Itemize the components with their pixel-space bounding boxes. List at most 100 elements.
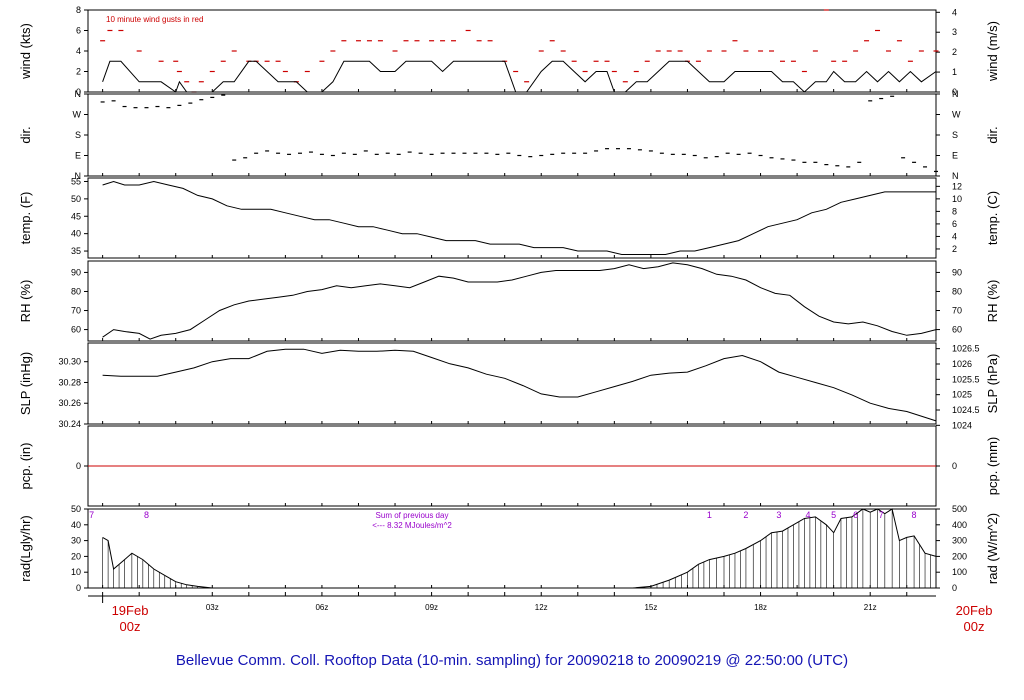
temperature-left-tick-label: 50 [71,194,81,204]
wind-right-tick-label: 4 [952,7,957,17]
wind-panel: wind (kts) wind (m/s) 0 2 4 6 8 0 1 2 3 4 10 minute … [18,5,1000,97]
radiation-ylabel-left: rad(Lgly/hr) [18,515,33,581]
wind-left-tick-label: 4 [76,46,81,56]
precipitation-ylabel-right: pcp. (mm) [985,437,1000,496]
humidity-left-tick-label: 90 [71,267,81,277]
temperature-panel: temp. (F) temp. (C) 35 40 45 50 55 2 4 6 8 10 12 [18,176,1000,259]
humidity-ylabel-left: RH (%) [18,280,33,323]
temperature-right-tick-label: 4 [952,231,957,241]
end-date-hour: 00z [963,619,985,634]
pressure-left-tick-label: 30.26 [58,398,81,408]
radiation-left-tick-label: 30 [71,536,81,546]
time-tick-label: 18z [754,603,767,612]
radiation-hour-label: 3 [776,510,781,520]
pressure-right-tick-label: 1025.5 [952,374,980,384]
time-tick-label: 06z [315,603,328,612]
wind-frame [87,9,937,93]
wind-right-tick-label: 3 [952,27,957,37]
temperature-right-tick-label: 6 [952,219,957,229]
wind-left-tick-label: 0 [76,87,81,97]
time-tick-label: 12z [535,603,548,612]
humidity-frame [87,260,937,342]
radiation-line [102,508,937,589]
direction-left-tick-label: N [75,89,82,99]
temperature-line [102,180,936,255]
pressure-left-tick-label: 30.30 [58,357,81,367]
wind-right-tick-label: 0 [952,87,957,97]
gust-annotation: 10 minute wind gusts in red [106,15,203,24]
direction-ylabel-left: dir. [18,126,33,143]
radiation-frame [87,508,937,589]
start-date-hour: 00z [119,619,141,634]
pressure-ylabel-right: SLP (hPa) [985,354,1000,414]
temperature-right-tick-label: 12 [952,181,962,191]
pressure-ylabel-left: SLP (inHg) [18,352,33,415]
radiation-hour-label: 8 [912,510,917,520]
humidity-right-tick-label: 60 [952,325,962,335]
time-tick-label: 21z [864,603,877,612]
pressure-left-tick-label: 30.24 [58,419,81,429]
radiation-left-tick-label: 20 [71,551,81,561]
radiation-hour-label: 1 [707,510,712,520]
wind-right-tick-label: 1 [952,67,957,77]
humidity-left-tick-label: 80 [71,286,81,296]
radiation-hour-label: 7 [879,510,884,520]
temperature-right-tick-label: 8 [952,206,957,216]
precipitation-ylabel-left: pcp. (in) [18,443,33,490]
radiation-ylabel-right: rad (W/m^2) [985,513,1000,584]
radiation-panel: rad(Lgly/hr) rad (W/m^2)01020304050010020… [18,504,1000,593]
wind-left-tick-label: 2 [76,67,81,77]
wind-speed-line [102,60,937,93]
direction-left-tick-label: S [75,130,81,140]
temperature-ylabel-left: temp. (F) [18,192,33,245]
temperature-left-tick-label: 55 [71,176,81,186]
radiation-hour-label: 5 [831,510,836,520]
wind-ylabel-left: wind (kts) [18,23,33,80]
pressure-left-tick-label: 30.28 [58,377,81,387]
temperature-left-tick-label: 40 [71,229,81,239]
time-tick-label: 09z [425,603,438,612]
radiation-hour-label: 6 [853,510,858,520]
radiation-left-tick-label: 40 [71,520,81,530]
pressure-frame [87,342,937,425]
radiation-right-tick-label: 100 [952,567,967,577]
pressure-right-tick-label: 1024 [952,420,972,430]
temperature-right-tick-label: 10 [952,194,962,204]
radiation-hour-label: 4 [806,510,811,520]
temperature-ylabel-right: temp. (C) [985,191,1000,245]
time-tick-label: 15z [644,603,657,612]
direction-left-tick-label: N [75,171,82,181]
radiation-sum-label: Sum of previous day [376,511,449,520]
pressure-right-tick-label: 1026.5 [952,344,980,354]
end-date-day: 20Feb [955,603,993,618]
direction-left-tick-label: E [75,151,81,161]
pressure-right-tick-label: 1025 [952,390,972,400]
wind-ylabel-right: wind (m/s) [985,21,1000,82]
direction-right-tick-label: E [952,151,958,161]
humidity-right-tick-label: 80 [952,286,962,296]
radiation-left-tick-label: 10 [71,567,81,577]
radiation-left-tick-label: 50 [71,504,81,514]
wind-left-tick-label: 6 [76,26,81,36]
direction-right-tick-label: S [952,130,958,140]
direction-right-tick-label: W [952,110,961,120]
humidity-right-tick-label: 70 [952,306,962,316]
time-tick-label: 03z [206,603,219,612]
direction-ylabel-right: dir. [985,126,1000,143]
radiation-right-tick-label: 200 [952,551,967,561]
direction-right-tick-label: N [952,171,959,181]
humidity-right-tick-label: 90 [952,267,962,277]
wind-left-tick-label: 8 [76,5,81,15]
humidity-ylabel-right: RH (%) [985,280,1000,323]
radiation-hour-label: 2 [743,510,748,520]
start-date-label: 19Feb 00z [100,603,160,635]
radiation-right-tick-label: 500 [952,504,967,514]
direction-right-tick-label: N [952,89,959,99]
humidity-line [102,262,937,340]
radiation-sum-value: <--- 8.32 MJoules/m^2 [372,521,452,530]
temperature-left-tick-label: 45 [71,211,81,221]
precipitation-left-tick-label: 0 [76,461,81,471]
pressure-panel: SLP (inHg) SLP (hPa) 30.24 30.26 30.28 30.30 1… [18,342,1000,430]
